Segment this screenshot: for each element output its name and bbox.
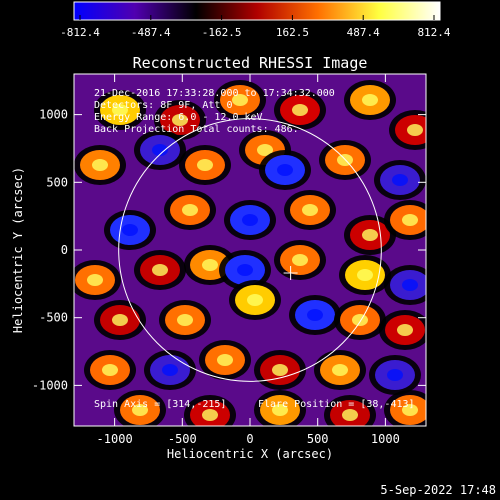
- y-tick-label: 0: [61, 243, 68, 257]
- y-axis-ticks: -1000 -500 0 500 1000: [32, 108, 426, 392]
- x-axis-ticks: -1000 -500 0 500 1000: [97, 74, 400, 446]
- flare-marker: [283, 266, 298, 281]
- y-tick-label: 500: [46, 175, 68, 189]
- emission-pattern: [74, 74, 426, 426]
- info-line: Energy Range: 6.0 - 12.0 keV: [94, 112, 263, 123]
- colorbar-tick-label: -487.4: [131, 26, 171, 39]
- colorbar-tick-label: 162.5: [276, 26, 309, 39]
- x-tick-label: 0: [246, 432, 253, 446]
- plot-title: Reconstructed RHESSI Image: [133, 54, 368, 72]
- x-tick-label: -500: [168, 432, 197, 446]
- info-line: Back Projection Total counts: 486.: [94, 124, 299, 135]
- flare-position-label: Flare Position = [38,-413]: [258, 399, 415, 410]
- spin-axis-label: Spin Axis = [314,-215]: [94, 399, 226, 410]
- y-tick-label: -500: [39, 311, 68, 325]
- colorbar-ticks: -812.4 -487.4 -162.5 162.5 487.4 812.4: [60, 15, 451, 39]
- x-tick-label: 1000: [371, 432, 400, 446]
- x-axis-label: Heliocentric X (arcsec): [167, 447, 333, 461]
- info-line: 21-Dec-2016 17:33:28.000 to 17:34:32.000: [94, 88, 335, 99]
- y-tick-label: 1000: [39, 108, 68, 122]
- x-tick-label: 500: [307, 432, 329, 446]
- date-stamp: 5-Sep-2022 17:48: [380, 483, 496, 497]
- solar-limb-circle: [118, 118, 382, 382]
- y-axis-label: Heliocentric Y (arcsec): [11, 167, 25, 333]
- x-tick-label: -1000: [97, 432, 133, 446]
- colorbar: [73, 1, 441, 21]
- colorbar-tick-label: -812.4: [60, 26, 100, 39]
- info-line: Detectors: 8F 9F, Att 0: [94, 100, 232, 111]
- info-text: 21-Dec-2016 17:33:28.000 to 17:34:32.000…: [94, 88, 335, 135]
- image-area: [74, 74, 426, 426]
- colorbar-tick-label: -162.5: [202, 26, 242, 39]
- y-tick-label: -1000: [32, 378, 68, 392]
- colorbar-tick-label: 487.4: [347, 26, 380, 39]
- colorbar-tick-label: 812.4: [417, 26, 450, 39]
